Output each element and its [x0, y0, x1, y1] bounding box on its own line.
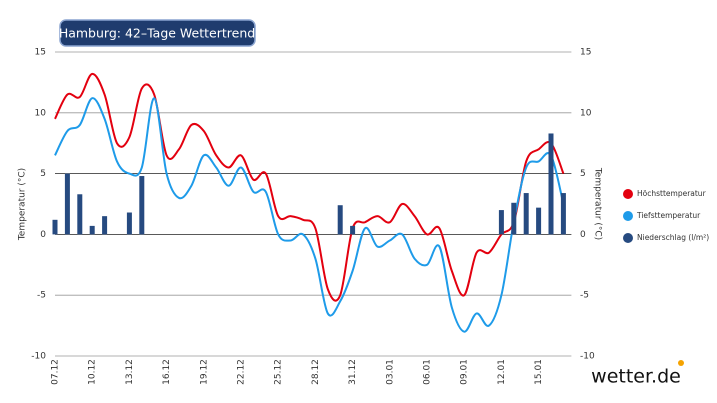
precip-bar — [548, 133, 554, 235]
x-tick-label: 25.12 — [274, 359, 284, 385]
precip-bar — [523, 193, 529, 235]
precip-bar — [536, 207, 542, 235]
temp-line — [54, 97, 565, 333]
y2-tick-label: 0 — [580, 230, 586, 240]
x-tick-label: 31.12 — [348, 359, 358, 385]
x-tick-label: 12.01 — [497, 359, 507, 385]
logo-dot — [678, 360, 684, 366]
y-tick-label: -10 — [31, 352, 46, 362]
x-tick-label: 13.12 — [125, 359, 135, 385]
x-tick-label: 16.12 — [162, 359, 172, 385]
precip-bar — [511, 202, 517, 235]
y2-tick-label: -5 — [580, 291, 589, 301]
brand-logo: wetter.de — [591, 366, 681, 388]
x-tick-label: 28.12 — [311, 359, 321, 385]
temp-line — [54, 72, 565, 302]
x-tick-label: 03.01 — [385, 359, 395, 385]
y2-tick-label: -10 — [580, 352, 595, 362]
x-tick-label: 15.01 — [534, 359, 544, 385]
y2-tick-label: 10 — [580, 108, 592, 118]
x-tick-label: 07.12 — [51, 359, 61, 385]
title-badge — [59, 19, 256, 47]
x-tick-label: 19.12 — [199, 359, 209, 385]
precip-bar — [560, 193, 566, 235]
precip-bar — [126, 212, 132, 235]
y-axis-label: Temperatur (°C) — [18, 168, 28, 241]
precip-bar — [498, 210, 504, 235]
y2-tick-label: 15 — [580, 48, 591, 58]
precip-bar — [350, 225, 356, 235]
x-tick-label: 10.12 — [88, 359, 98, 385]
chart-title: Hamburg: 42–Tage Wettertrend — [59, 26, 255, 41]
x-tick-label: 22.12 — [237, 359, 247, 385]
x-tick-label: 09.01 — [460, 359, 470, 385]
precip-bar — [102, 216, 108, 235]
y2-tick-label: 5 — [580, 169, 586, 179]
precip-bar — [77, 194, 83, 235]
legend-label: Tiefsttemperatur — [636, 211, 701, 220]
legend-label: Niederschlag (l/m²) — [637, 233, 709, 242]
legend-label: Höchsttemperatur — [637, 189, 707, 198]
y-tick-label: 0 — [40, 230, 46, 240]
precip-bar — [337, 205, 343, 235]
x-tick-label: 06.01 — [423, 359, 433, 385]
y2-axis-label: Temperatur (°C) — [593, 167, 603, 240]
y-tick-label: 5 — [40, 169, 46, 179]
precip-bar — [52, 219, 58, 235]
legend-marker — [623, 211, 633, 221]
legend-marker — [623, 233, 633, 243]
precip-bar — [89, 225, 95, 235]
y-tick-label: -5 — [37, 291, 46, 301]
precip-bar — [64, 173, 70, 235]
legend-marker — [623, 189, 633, 199]
y-tick-label: 10 — [35, 108, 47, 118]
y-tick-label: 15 — [35, 48, 46, 58]
precip-bar — [139, 176, 145, 235]
